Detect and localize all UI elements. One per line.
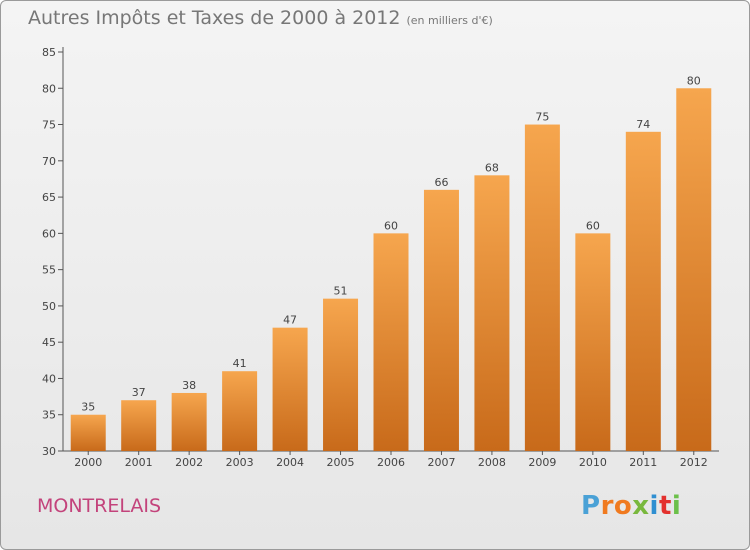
bar (323, 298, 359, 451)
data-label: 60 (384, 219, 398, 232)
bar (474, 175, 510, 451)
proxiti-logo: Proxiti (581, 491, 681, 521)
y-tick-label: 55 (42, 264, 56, 277)
commune-name: MONTRELAIS (37, 495, 162, 517)
logo-letter: o (613, 491, 633, 521)
data-label: 35 (81, 401, 95, 414)
x-tick-label: 2011 (629, 456, 657, 469)
logo-letter: P (581, 491, 601, 521)
x-tick-label: 2000 (74, 456, 102, 469)
logo-letter: t (658, 491, 672, 521)
bar (423, 189, 459, 451)
data-label: 68 (485, 161, 499, 174)
y-tick-label: 80 (42, 82, 56, 95)
x-tick-label: 2002 (175, 456, 203, 469)
y-tick-label: 45 (42, 336, 56, 349)
x-tick-label: 2004 (276, 456, 304, 469)
y-tick-label: 35 (42, 409, 56, 422)
data-label: 38 (182, 379, 196, 392)
y-tick-label: 60 (42, 227, 56, 240)
y-tick-label: 65 (42, 191, 56, 204)
data-label: 60 (586, 219, 600, 232)
x-tick-label: 2010 (579, 456, 607, 469)
data-label: 66 (434, 176, 448, 189)
data-label: 51 (334, 285, 348, 298)
data-label: 75 (535, 111, 549, 124)
x-tick-label: 2006 (377, 456, 405, 469)
bar (272, 327, 308, 451)
y-tick-label: 70 (42, 155, 56, 168)
data-label: 41 (233, 357, 247, 370)
bar (625, 131, 661, 452)
data-label: 47 (283, 314, 297, 327)
logo-letter: i (649, 491, 659, 521)
x-tick-label: 2001 (125, 456, 153, 469)
bar (676, 88, 712, 451)
y-tick-label: 75 (42, 119, 56, 132)
bar (575, 233, 611, 451)
data-label: 74 (636, 118, 650, 131)
bar (524, 124, 560, 451)
y-tick-label: 50 (42, 300, 56, 313)
bar (171, 392, 207, 451)
y-tick-label: 30 (42, 445, 56, 458)
x-tick-label: 2009 (528, 456, 556, 469)
logo-letter: i (671, 491, 682, 521)
chart-title: Autres Impôts et Taxes de 2000 à 2012 (en… (28, 7, 493, 29)
x-tick-label: 2007 (427, 456, 455, 469)
logo-letter: r (600, 491, 614, 521)
bar (373, 233, 409, 451)
y-tick-label: 40 (42, 372, 56, 385)
data-label: 37 (132, 386, 146, 399)
data-label: 80 (687, 74, 701, 87)
unit-label: (en milliers d'€) (406, 14, 493, 27)
x-tick-label: 2005 (327, 456, 355, 469)
x-tick-label: 2008 (478, 456, 506, 469)
bar (222, 371, 258, 451)
y-tick-label: 85 (42, 46, 56, 59)
x-tick-label: 2003 (226, 456, 254, 469)
logo-letter: x (632, 491, 650, 521)
bar (70, 414, 106, 451)
bar (121, 400, 157, 451)
x-tick-label: 2012 (680, 456, 708, 469)
title-text: Autres Impôts et Taxes de 2000 à 2012 (28, 7, 401, 29)
